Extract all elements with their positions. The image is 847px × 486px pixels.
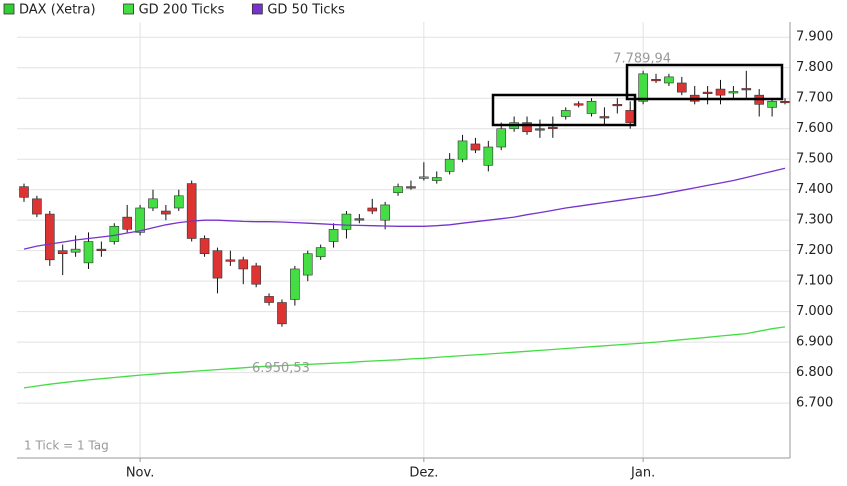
y-tick-label: 7.800	[796, 60, 833, 75]
candle-body	[44, 213, 55, 261]
candle-body	[715, 88, 726, 96]
candle-body	[238, 259, 249, 270]
candle-body	[431, 177, 442, 181]
candle-body	[302, 253, 313, 276]
candle-body	[173, 195, 184, 209]
candle-body	[457, 140, 468, 160]
candle-body	[548, 126, 558, 129]
candle-body	[315, 247, 326, 258]
candle-body	[535, 128, 545, 131]
highlight-box	[625, 63, 784, 101]
plot-area	[17, 22, 790, 458]
candle-body	[70, 248, 81, 253]
annotation-label: 6.950,53	[252, 361, 310, 376]
candle-body	[19, 186, 29, 198]
candle-body	[599, 116, 610, 119]
candle-body	[148, 198, 158, 209]
y-tick-label: 7.200	[796, 243, 833, 258]
candle-body	[496, 128, 507, 148]
candle-body	[651, 79, 661, 82]
candle-body	[83, 241, 94, 264]
y-tick-label: 6.900	[796, 335, 833, 350]
candle-body	[367, 207, 378, 212]
candle-body	[612, 104, 623, 107]
y-tick-label: 7.900	[796, 30, 833, 45]
legend-label: GD 50 Ticks	[267, 3, 345, 18]
candle-body	[393, 186, 403, 194]
y-tick-label: 7.300	[796, 213, 833, 228]
legend-swatch	[3, 3, 15, 15]
candle-body	[212, 250, 223, 279]
candle-body	[419, 176, 429, 179]
candle-body	[444, 158, 455, 172]
candle-body	[32, 198, 42, 215]
candle-body	[664, 76, 674, 84]
candle-body	[161, 210, 171, 215]
candle-body	[573, 103, 584, 106]
moving-average-line	[23, 326, 786, 389]
candle-body	[483, 146, 494, 166]
candle-body	[109, 225, 120, 242]
candle-body	[277, 302, 287, 325]
candle-body	[96, 248, 107, 251]
x-tick-label: Dez.	[409, 466, 438, 481]
legend-swatch	[251, 3, 263, 15]
candle-body	[470, 143, 481, 151]
y-tick-label: 7.500	[796, 152, 833, 167]
candle-body	[728, 91, 739, 94]
candle-body	[328, 229, 339, 242]
candle-body	[625, 110, 636, 123]
candle-body	[406, 186, 416, 189]
candle-body	[251, 265, 261, 285]
candle-body	[677, 82, 687, 93]
legend-label: GD 200 Ticks	[139, 3, 225, 18]
candle-body	[780, 100, 790, 104]
y-tick-label: 7.400	[796, 182, 833, 197]
candle-body	[341, 213, 352, 230]
candle-body	[560, 110, 571, 117]
candle-body	[225, 259, 236, 262]
annotation-label: 7.789,94	[613, 51, 671, 66]
legend-swatch	[123, 3, 134, 15]
candle-body	[638, 73, 648, 102]
note: 1 Tick = 1 Tag	[24, 439, 109, 453]
legend-label: DAX (Xetra)	[19, 3, 96, 18]
candle-body	[264, 296, 274, 303]
candle-body	[522, 122, 532, 133]
candle-body	[741, 88, 752, 91]
y-tick-label: 6.800	[796, 365, 833, 380]
candle-body	[354, 218, 365, 221]
candle-body	[290, 268, 300, 300]
highlight-box	[491, 93, 637, 127]
y-tick-label: 7.700	[796, 91, 833, 106]
candle-body	[767, 100, 777, 108]
candle-body	[57, 250, 68, 255]
y-tick-label: 7.000	[796, 304, 833, 319]
x-tick-label: Jan.	[630, 466, 655, 481]
moving-average-line	[23, 167, 786, 250]
candle-body	[122, 216, 132, 230]
candle-body	[586, 100, 597, 114]
y-tick-label: 7.600	[796, 121, 833, 136]
x-tick-label: Nov.	[126, 466, 155, 481]
y-tick-label: 6.700	[796, 396, 833, 411]
candle-body	[199, 238, 210, 255]
candle-body	[135, 207, 145, 233]
candle-body	[702, 91, 713, 94]
candle-body	[380, 204, 390, 221]
candle-body	[186, 183, 197, 239]
y-tick-label: 7.100	[796, 274, 833, 289]
